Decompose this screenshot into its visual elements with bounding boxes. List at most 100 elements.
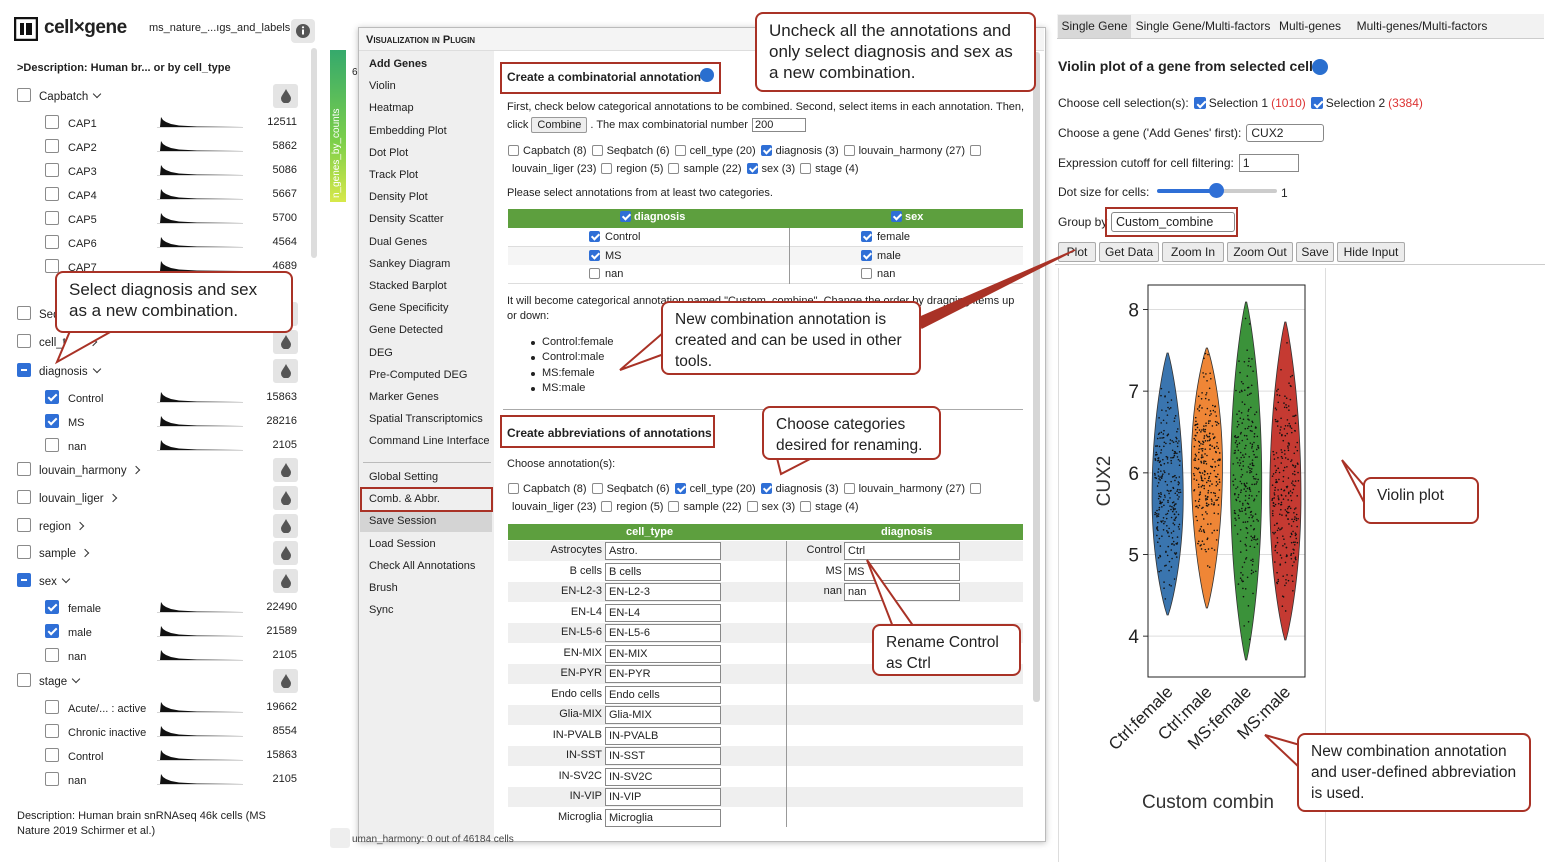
checkbox[interactable] [45, 724, 59, 738]
abbr-input[interactable]: nan [844, 583, 960, 601]
menu-item[interactable]: Density Plot [369, 191, 428, 204]
max-input[interactable]: 200 [751, 118, 806, 132]
category-name[interactable]: stage [39, 676, 68, 688]
checkbox[interactable] [591, 145, 603, 156]
checkbox[interactable] [800, 162, 812, 174]
group-select[interactable]: Custom_combine [1111, 212, 1235, 232]
checkbox[interactable] [620, 211, 631, 222]
panel-button[interactable]: Zoom In [1162, 242, 1224, 262]
combine-button[interactable]: Combine [531, 117, 588, 133]
slider-thumb[interactable] [1209, 183, 1224, 198]
cutoff-input[interactable]: 1 [1238, 154, 1299, 172]
abbr-input[interactable]: EN-L5-6 [605, 624, 721, 642]
tab[interactable]: Multi-genes/Multi-factors [1356, 19, 1488, 33]
menu-item[interactable]: Add Genes [369, 58, 428, 70]
abbr-input[interactable]: Ctrl [844, 542, 960, 560]
checkbox[interactable] [601, 162, 613, 174]
category-name[interactable]: sample [39, 548, 77, 560]
panel-button[interactable]: Hide Input [1337, 242, 1405, 262]
menu-item[interactable]: Load Session [369, 537, 436, 550]
menu-item[interactable]: Comb. & Abbr. [369, 493, 440, 506]
menu-item[interactable]: DEG [369, 346, 393, 359]
checkbox[interactable] [17, 462, 31, 476]
checkbox[interactable] [668, 500, 680, 512]
menu-item[interactable]: Embedding Plot [369, 124, 447, 137]
abbr-input[interactable]: EN-PYR [605, 665, 721, 683]
checkbox[interactable] [674, 145, 686, 156]
menu-item[interactable]: Dot Plot [369, 146, 409, 159]
category-name[interactable]: region [39, 521, 71, 533]
menu-item[interactable]: Spatial Transcriptomics [369, 413, 483, 426]
menu-item[interactable]: Brush [369, 582, 398, 594]
abbr-input[interactable]: Microglia [605, 808, 721, 827]
checkbox[interactable] [17, 334, 31, 348]
menu-item[interactable]: Violin [369, 80, 396, 93]
checkbox[interactable] [861, 249, 872, 261]
checkbox[interactable] [861, 231, 872, 242]
info-button[interactable] [291, 19, 315, 43]
checkbox[interactable] [17, 490, 31, 504]
abbr-input[interactable]: B cells [605, 562, 721, 581]
panel-button[interactable]: Get Data [1099, 242, 1159, 262]
checkbox[interactable] [591, 483, 603, 494]
checkbox[interactable] [45, 139, 59, 153]
checkbox[interactable] [45, 187, 59, 201]
checkbox[interactable] [508, 145, 519, 156]
checkbox[interactable] [45, 259, 59, 273]
checkbox[interactable] [45, 115, 59, 129]
checkbox[interactable] [17, 573, 31, 587]
tab[interactable]: Multi-genes [1278, 19, 1342, 33]
checkbox[interactable] [746, 500, 758, 512]
checkbox[interactable] [760, 145, 772, 156]
checkbox[interactable] [45, 211, 59, 225]
checkbox[interactable] [746, 162, 758, 174]
abbr-input[interactable]: IN-PVALB [605, 726, 721, 745]
abbr-input[interactable]: IN-VIP [605, 788, 721, 806]
checkbox[interactable] [861, 268, 872, 279]
checkbox[interactable] [45, 414, 59, 428]
checkbox[interactable] [17, 518, 31, 532]
abbr-input[interactable]: IN-SST [605, 747, 721, 765]
checkbox[interactable] [589, 268, 600, 279]
menu-item[interactable]: Marker Genes [369, 391, 439, 403]
menu-item[interactable]: Stacked Barplot [369, 280, 447, 292]
checkbox[interactable] [17, 88, 31, 102]
checkbox[interactable] [674, 483, 686, 494]
tab[interactable]: Single Gene [1058, 15, 1131, 38]
checkbox[interactable] [45, 772, 59, 786]
menu-item[interactable]: Heatmap [369, 102, 414, 115]
menu-item[interactable]: Sankey Diagram [369, 257, 451, 270]
checkbox[interactable] [17, 673, 31, 687]
menu-item[interactable]: Global Setting [369, 471, 439, 483]
checkbox[interactable] [970, 145, 981, 156]
abbr-input[interactable]: EN-L4 [605, 603, 721, 622]
checkbox[interactable] [45, 648, 59, 662]
abbr-input[interactable]: Endo cells [605, 685, 721, 704]
checkbox[interactable] [17, 363, 31, 377]
abbr-input[interactable]: Glia-MIX [605, 706, 721, 724]
checkbox[interactable] [601, 500, 613, 512]
category-name[interactable]: diagnosis [39, 366, 88, 378]
checkbox[interactable] [668, 162, 680, 174]
menu-item[interactable]: Save Session [369, 515, 437, 528]
panel-button[interactable]: Save [1296, 242, 1334, 262]
category-name[interactable]: sex [39, 576, 57, 588]
checkbox[interactable] [891, 211, 902, 222]
checkbox[interactable] [589, 231, 600, 242]
checkbox[interactable] [17, 545, 31, 559]
menu-item[interactable]: Density Scatter [369, 213, 444, 226]
checkbox[interactable] [1193, 97, 1206, 109]
checkbox[interactable] [800, 500, 812, 512]
menu-item[interactable]: Command Line Interface [369, 435, 490, 448]
menu-item[interactable]: Check All Annotations [369, 559, 476, 572]
panel-button[interactable]: Zoom Out [1227, 242, 1293, 262]
abbr-input[interactable]: IN-SV2C [605, 767, 721, 786]
category-name[interactable]: Capbatch [39, 91, 89, 103]
menu-item[interactable]: Track Plot [369, 169, 419, 181]
category-name[interactable]: louvain_liger [39, 493, 104, 505]
checkbox[interactable] [45, 235, 59, 249]
abbr-input[interactable]: EN-MIX [605, 644, 721, 663]
checkbox[interactable] [45, 163, 59, 177]
gene-select[interactable]: CUX2 [1246, 124, 1325, 142]
checkbox[interactable] [45, 438, 59, 452]
